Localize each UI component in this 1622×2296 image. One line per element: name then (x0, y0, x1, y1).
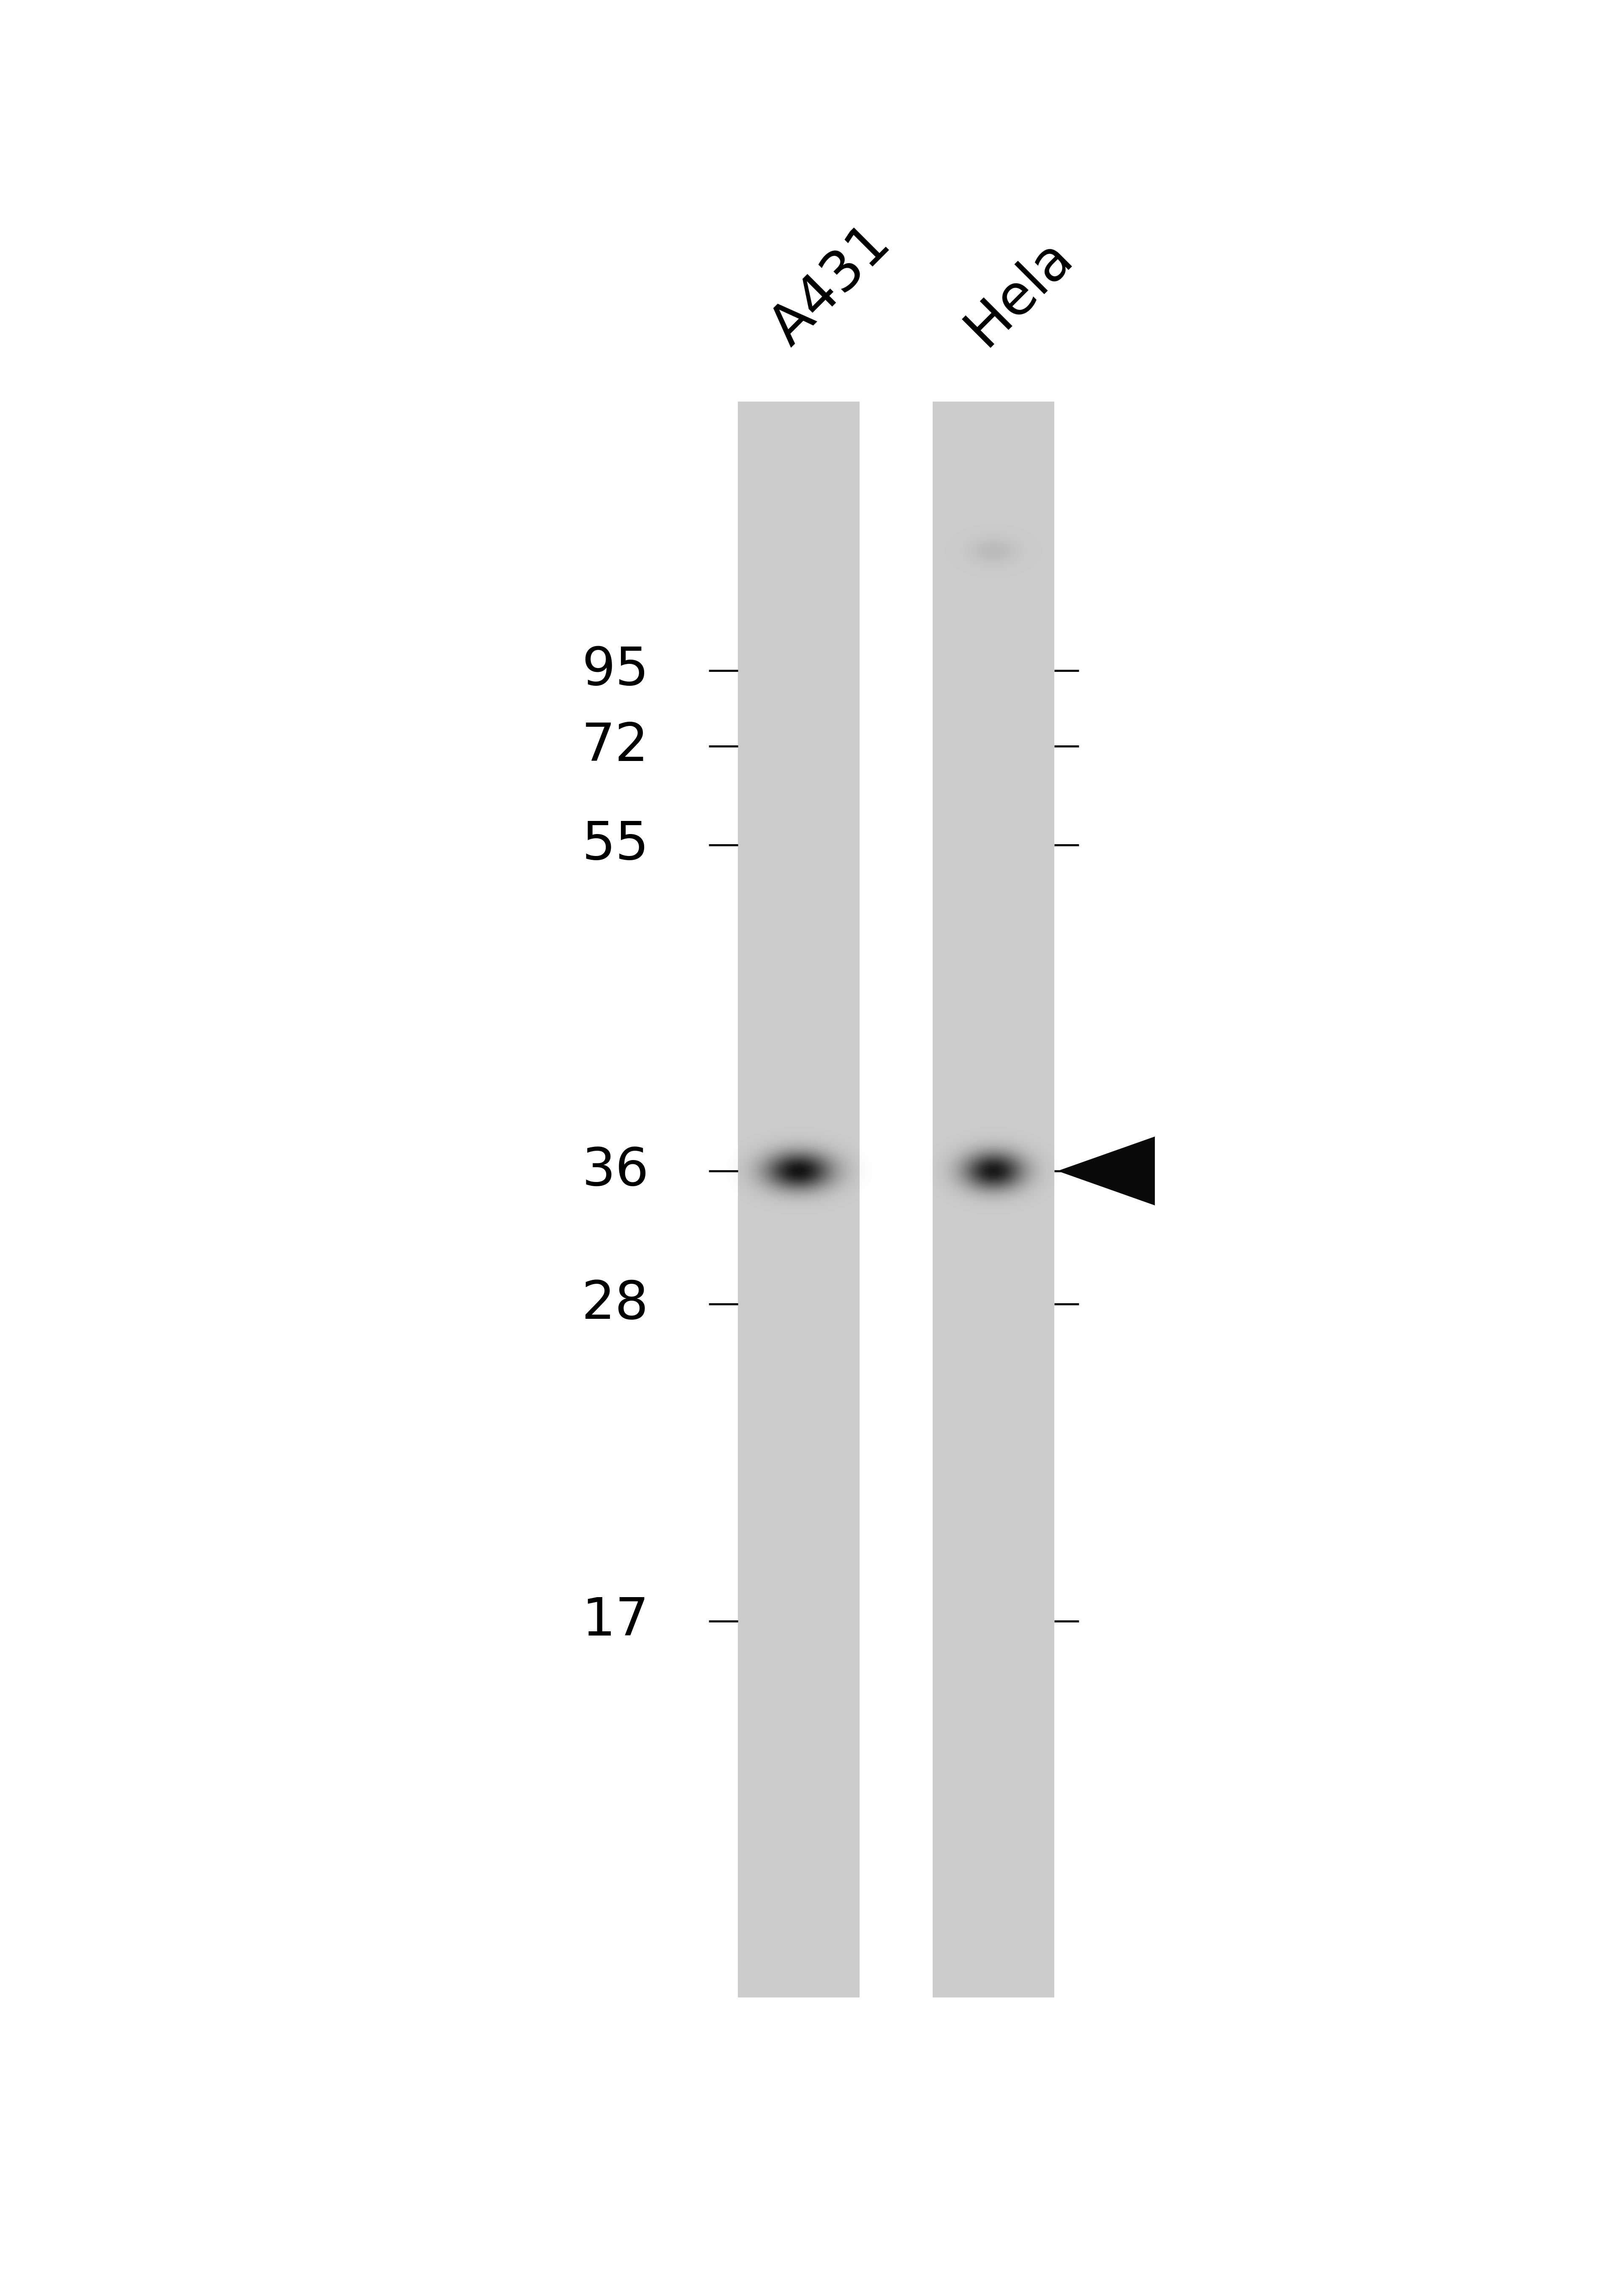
Text: A431: A431 (761, 216, 900, 356)
Text: 72: 72 (582, 721, 649, 771)
Polygon shape (1058, 1137, 1155, 1205)
Bar (738, 402, 860, 1998)
Bar (933, 402, 1054, 1998)
Text: 17: 17 (582, 1596, 649, 1646)
Text: 28: 28 (582, 1279, 649, 1329)
Text: 95: 95 (582, 645, 649, 696)
Text: Hela: Hela (955, 230, 1082, 356)
Text: 55: 55 (582, 820, 649, 870)
Text: 36: 36 (582, 1146, 649, 1196)
